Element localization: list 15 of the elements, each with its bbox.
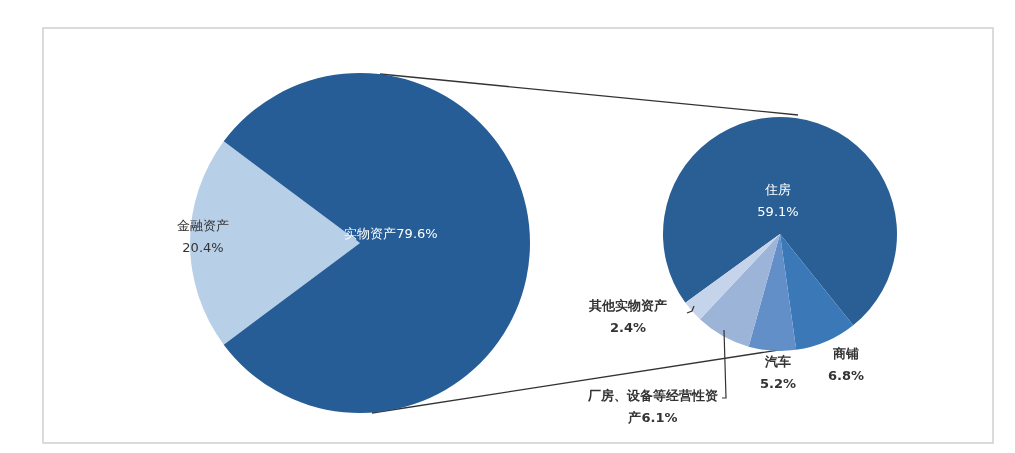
- slice-label: 金融资产: [177, 218, 229, 233]
- slice-label: 其他实物资产: [588, 298, 667, 313]
- slice-label: 住房: [764, 182, 791, 197]
- slice-label: 实物资产79.6%: [344, 226, 438, 241]
- slice-label: 商铺: [832, 346, 859, 361]
- pie-slice: [685, 234, 780, 320]
- data-label: 59.1%: [757, 204, 799, 219]
- data-label: 5.2%: [759, 376, 797, 391]
- pie-slice: [748, 234, 797, 351]
- data-label: 2.4%: [609, 320, 647, 335]
- slice-label: 厂房、设备等经营性资产6.1%: [587, 388, 718, 425]
- slice-label: 汽车: [764, 354, 791, 369]
- pie-slice: [699, 234, 780, 347]
- data-label: 6.8%: [827, 368, 865, 383]
- data-label: 20.4%: [182, 240, 224, 255]
